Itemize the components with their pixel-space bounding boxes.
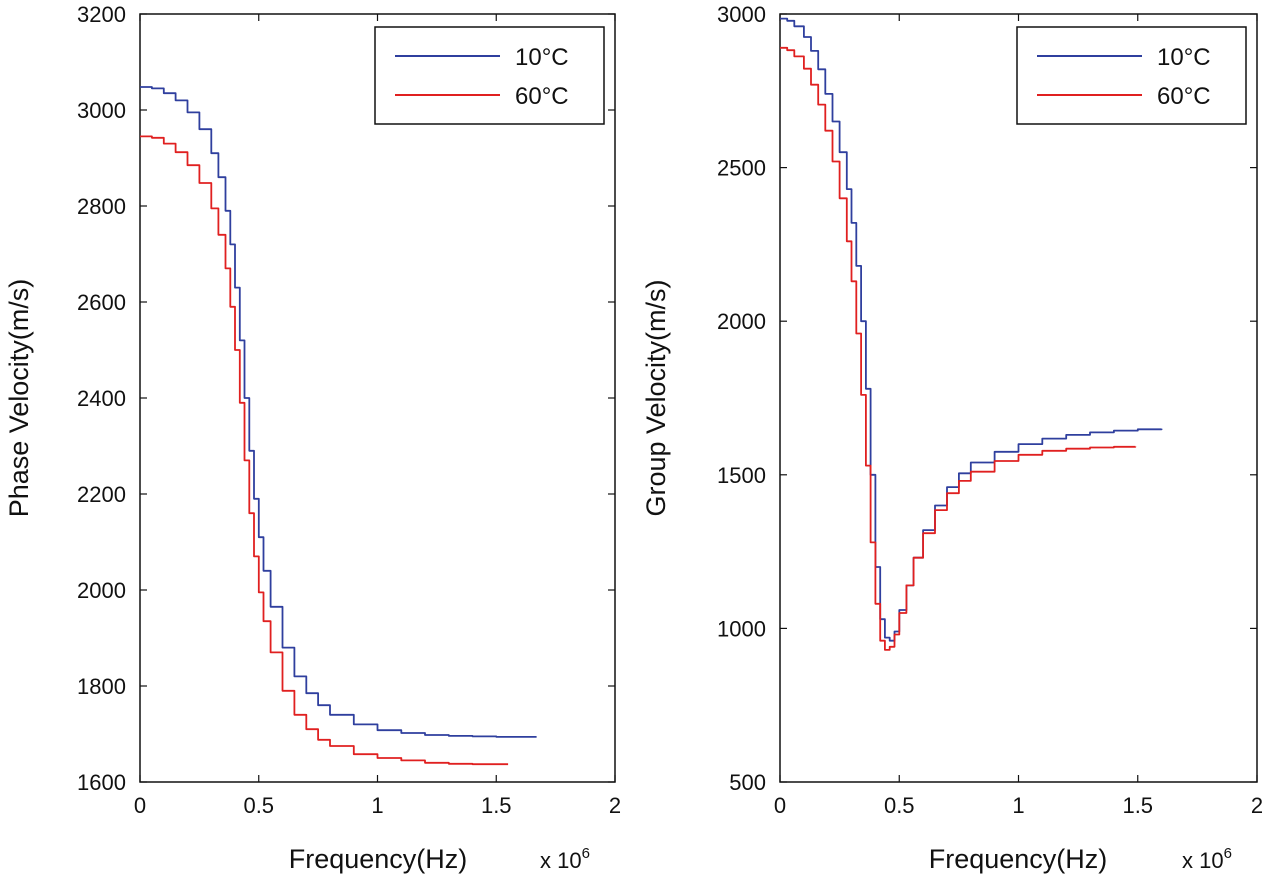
phase-series-line-10c <box>140 86 537 738</box>
phase-y-tick-label: 3200 <box>77 2 126 27</box>
group-series-line-60c <box>780 46 1137 651</box>
group-x-exponent: x 106 <box>1182 845 1232 873</box>
group-x-tick-label: 1 <box>1012 793 1024 818</box>
phase-x-tick-label: 1.5 <box>481 793 512 818</box>
group-y-tick-label: 2500 <box>717 156 766 181</box>
group-y-axis-title: Group Velocity(m/s) <box>641 279 671 516</box>
group-y-tick-label: 2000 <box>717 309 766 334</box>
group-y-tick-label: 3000 <box>717 2 766 27</box>
group-plot-frame <box>779 13 1258 783</box>
phase-x-tick-label: 2 <box>609 793 621 818</box>
phase-y-tick-label: 1800 <box>77 674 126 699</box>
phase-y-tick-label: 2200 <box>77 482 126 507</box>
phase-x-exponent: x 106 <box>540 845 590 873</box>
phase-velocity-chart: 0 0.5 1 1.5 2 1600 1800 2000 2200 2400 2600 2800 300… <box>4 2 621 874</box>
group-y-tick-label: 500 <box>729 770 766 795</box>
group-x-exponent-base: x 10 <box>1182 848 1224 873</box>
phase-y-tick-label: 2400 <box>77 386 126 411</box>
group-x-tick-label: 1.5 <box>1122 793 1153 818</box>
phase-ticks: 0 0.5 1 1.5 2 1600 1800 2000 2200 2400 2600 2800 300… <box>77 2 621 818</box>
phase-x-tick-label: 0.5 <box>243 793 274 818</box>
group-x-exponent-power: 6 <box>1224 845 1232 862</box>
group-x-axis-title: Frequency(Hz) <box>929 844 1108 874</box>
phase-series-line-60c <box>140 135 509 766</box>
phase-legend-box <box>374 26 605 125</box>
phase-y-tick-label: 1600 <box>77 770 126 795</box>
phase-x-axis-title: Frequency(Hz) <box>289 844 468 874</box>
phase-plot-frame <box>139 13 616 783</box>
phase-y-axis-title: Phase Velocity(m/s) <box>4 279 34 518</box>
group-legend-box <box>1016 26 1247 125</box>
group-series-line-10c <box>780 17 1163 642</box>
phase-x-tick-label: 1 <box>371 793 383 818</box>
group-legend: 10°C 60°C <box>1016 26 1247 125</box>
phase-y-tick-label: 3000 <box>77 98 126 123</box>
group-x-tick-label: 2 <box>1251 793 1263 818</box>
group-series <box>780 17 1163 651</box>
group-y-tick-label: 1500 <box>717 463 766 488</box>
phase-x-exponent-power: 6 <box>582 845 590 862</box>
group-legend-label-60c: 60°C <box>1157 83 1211 110</box>
phase-legend-label-60c: 60°C <box>515 83 569 110</box>
phase-y-tick-label: 2800 <box>77 194 126 219</box>
group-y-tick-label: 1000 <box>717 616 766 641</box>
group-x-tick-label: 0.5 <box>884 793 915 818</box>
phase-series <box>140 86 537 766</box>
phase-x-exponent-base: x 10 <box>540 848 582 873</box>
phase-y-tick-label: 2000 <box>77 578 126 603</box>
phase-legend-label-10c: 10°C <box>515 44 569 71</box>
phase-y-tick-label: 2600 <box>77 290 126 315</box>
phase-x-tick-label: 0 <box>134 793 146 818</box>
group-x-tick-label: 0 <box>774 793 786 818</box>
group-legend-label-10c: 10°C <box>1157 44 1211 71</box>
phase-legend: 10°C 60°C <box>374 26 605 125</box>
